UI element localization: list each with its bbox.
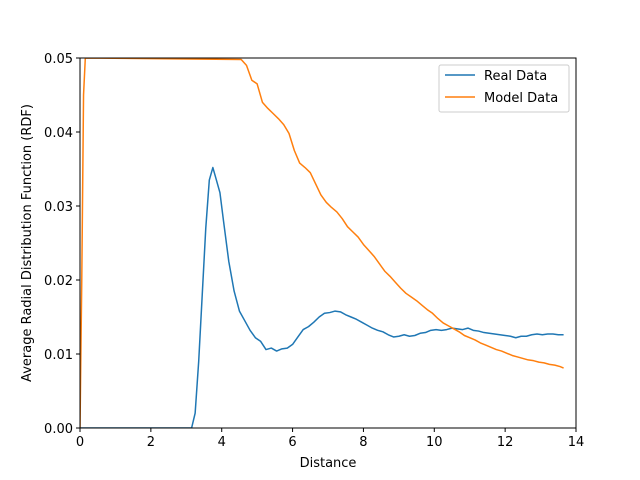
x-axis-label: Distance [300,456,357,471]
series-line-real-data [80,166,564,428]
series-line-model-data [80,58,564,428]
legend: Real Data Model Data [438,64,570,113]
y-tick-label: 0.05 [44,52,73,67]
legend-label: Real Data [484,69,547,84]
x-tick-label: 6 [288,435,296,450]
x-tick-label: 12 [497,435,514,450]
x-tick-label: 10 [426,435,443,450]
y-axis-ticks: 0.00 0.01 0.02 0.03 0.04 0.05 [44,52,80,437]
x-tick-label: 4 [218,435,226,450]
x-tick-label: 0 [76,435,84,450]
x-axis-ticks: 0 2 4 6 8 10 12 14 [76,428,584,450]
y-tick-label: 0.00 [44,422,73,437]
x-tick-label: 8 [359,435,367,450]
y-tick-label: 0.02 [44,274,73,289]
y-tick-label: 0.01 [44,348,73,363]
legend-box [438,64,570,113]
y-tick-label: 0.04 [44,126,73,141]
y-tick-label: 0.03 [44,200,73,215]
legend-label: Model Data [484,91,558,106]
x-tick-label: 2 [147,435,155,450]
plot-frame [79,57,577,429]
y-axis-label: Average Radial Distribution Function (RD… [20,104,35,382]
series-layer [80,58,564,428]
x-tick-label: 14 [568,435,585,450]
